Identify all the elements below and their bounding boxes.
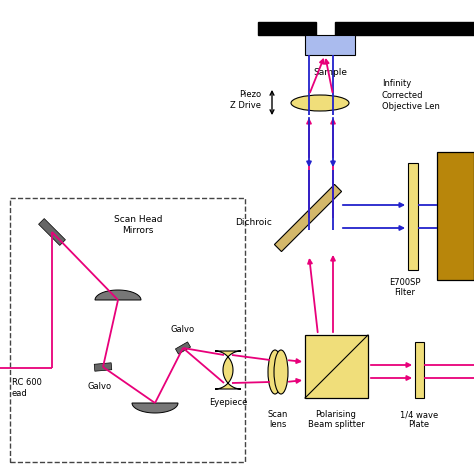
Text: Dichroic: Dichroic (235, 218, 272, 227)
Polygon shape (94, 363, 112, 371)
Bar (258, 22, 316, 35)
Text: XY Sta: XY Sta (397, 22, 426, 31)
Text: Polarising
Beam splitter: Polarising Beam splitter (308, 410, 365, 429)
Polygon shape (95, 290, 141, 300)
Bar (305, 335, 368, 398)
Text: E700SP
Filter: E700SP Filter (389, 278, 421, 297)
Polygon shape (274, 184, 342, 252)
Text: RC 600
ead: RC 600 ead (12, 378, 42, 398)
Polygon shape (215, 351, 241, 389)
Bar (437, 152, 474, 280)
Text: Infinity
Corrected
Objective Len: Infinity Corrected Objective Len (382, 80, 440, 110)
Text: Scan
lens: Scan lens (268, 410, 288, 429)
Text: Piezo
Z Drive: Piezo Z Drive (230, 91, 261, 109)
Polygon shape (175, 342, 191, 354)
Text: Eyepiece: Eyepiece (209, 398, 247, 407)
Text: Sample: Sample (313, 68, 347, 77)
Bar (408, 163, 418, 270)
Bar (335, 22, 474, 35)
Text: Galvo: Galvo (171, 325, 195, 334)
Ellipse shape (268, 350, 282, 394)
Text: Galvo: Galvo (88, 382, 112, 391)
Text: 1/4 wave
Plate: 1/4 wave Plate (400, 410, 438, 429)
Polygon shape (38, 219, 65, 246)
Bar (10, 198, 245, 462)
Bar (305, 35, 355, 55)
Ellipse shape (274, 350, 288, 394)
Polygon shape (132, 403, 178, 413)
Ellipse shape (291, 95, 349, 111)
Text: Scan Head
Mirrors: Scan Head Mirrors (114, 215, 162, 235)
Bar (415, 342, 424, 398)
